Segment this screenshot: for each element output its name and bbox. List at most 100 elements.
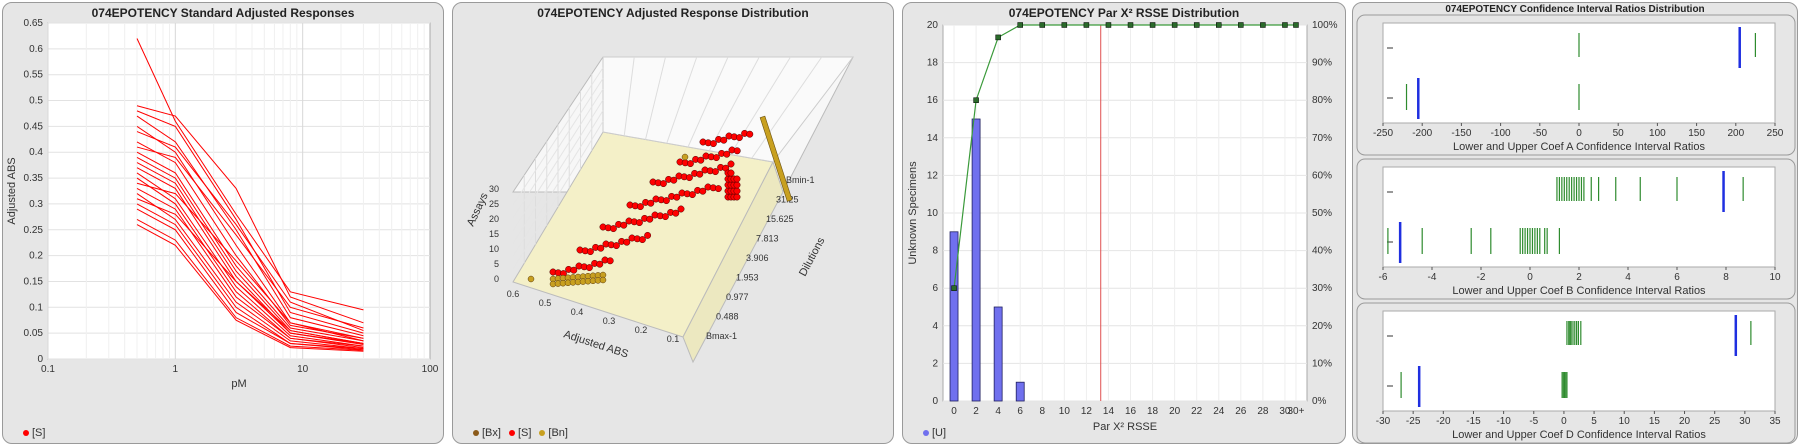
histogram-bar <box>949 231 959 402</box>
cumulative-point <box>1127 22 1134 28</box>
data-point <box>746 130 754 138</box>
data-point <box>527 275 535 283</box>
legend: [S] <box>23 427 45 439</box>
y-tick-label: 16 <box>927 95 939 106</box>
x-tick-label: 24 <box>1213 406 1225 417</box>
cumulative-point <box>1061 22 1068 28</box>
data-point <box>727 169 735 177</box>
grid-line <box>512 121 604 270</box>
x-tick-label: 30 <box>1279 406 1291 417</box>
legend-item-bn: [Bn] <box>539 427 568 439</box>
strip-chart: -30 -25 -20 -15 -10 -5 0 5 10 15 20 25 30 35 Lower and… <box>1356 302 1796 443</box>
y-tick-label: 18 <box>927 58 939 69</box>
data-point <box>662 197 670 205</box>
series-line <box>136 151 364 342</box>
y-tick-label: 0 <box>37 354 43 365</box>
y-tick-label: 0.2 <box>29 251 43 262</box>
x-tick-label: 0.5 <box>539 298 552 308</box>
bn-column <box>759 115 793 202</box>
grid-line <box>708 56 760 151</box>
z-tick-label: 20 <box>489 214 499 224</box>
y-tick-label: 0.5 <box>29 96 43 107</box>
side-wall <box>602 56 855 163</box>
legend-dot <box>23 430 29 436</box>
x-tick-label: 100 <box>1649 128 1666 139</box>
legend-label: [U] <box>932 427 947 439</box>
x-tick-label: -25 <box>1406 416 1421 427</box>
y-tick-label: 0.488 <box>716 312 739 322</box>
legend-dot <box>923 430 929 436</box>
response-distribution-panel: 074EPOTENCY Adjusted Response Distributi… <box>452 2 894 444</box>
panel-title: 074EPOTENCY Confidence Interval Ratios D… <box>1445 4 1705 15</box>
cumulative-point <box>1282 22 1288 28</box>
x-tick-label: 0 <box>1561 416 1567 427</box>
grid-line <box>666 56 698 144</box>
legend-dot <box>473 430 479 436</box>
x-axis-label: Par X² RSSE <box>1093 421 1157 433</box>
x-tick-label: 100 <box>422 364 439 375</box>
data-point <box>673 193 681 201</box>
data-point <box>609 225 617 233</box>
x-tick-label: -6 <box>1379 272 1388 283</box>
legend-label: [Bx] <box>482 427 501 439</box>
y-tick-label: 0.35 <box>24 173 44 184</box>
data-point <box>670 176 678 184</box>
y-tick-label: 0.3 <box>29 199 43 210</box>
data-point <box>623 238 631 246</box>
legend-label: [Bn] <box>548 427 568 439</box>
data-point <box>711 168 719 176</box>
x-tick-label: 0.1 <box>41 364 55 375</box>
z-axis-label: Assays <box>465 191 491 229</box>
x-tick-label: 30+ <box>1287 406 1304 417</box>
z-tick-label: 5 <box>494 259 499 269</box>
z-tick-label: 15 <box>489 229 499 239</box>
data-point <box>686 160 694 168</box>
y2-tick-label: 30% <box>1312 283 1332 294</box>
y2-tick-label: 80% <box>1312 95 1332 106</box>
y-axis-label: Dilutions <box>797 235 828 278</box>
x-tick-label: 26 <box>1235 406 1247 417</box>
legend: [U] <box>923 427 946 439</box>
cumulative-point <box>1039 22 1046 28</box>
x-tick-label: -200 <box>1412 128 1432 139</box>
z-tick-label: 0 <box>494 274 499 284</box>
grid-line <box>645 56 666 140</box>
x-tick-label: 4 <box>1625 272 1631 283</box>
y-tick-label: 0 <box>932 396 938 407</box>
data-point <box>735 134 743 142</box>
y2-tick-label: 40% <box>1312 246 1332 257</box>
cumulative-point <box>1105 22 1112 28</box>
grid-line <box>751 56 823 159</box>
x-tick-label: 200 <box>1727 128 1744 139</box>
y-tick-label: 0.65 <box>24 18 44 29</box>
x-tick-label: 0.6 <box>507 289 520 299</box>
series-line <box>136 115 364 337</box>
x-tick-label: 14 <box>1103 406 1115 417</box>
series-line <box>136 218 364 351</box>
x-tick-label: 150 <box>1688 128 1705 139</box>
histogram-bar <box>971 118 981 402</box>
cumulative-point <box>1149 22 1156 28</box>
cumulative-point <box>1171 22 1178 28</box>
data-point <box>570 266 578 274</box>
data-point <box>712 154 720 162</box>
x-tick-label: 0.1 <box>667 334 680 344</box>
y2-tick-label: 70% <box>1312 133 1332 144</box>
y-tick-label: 0.55 <box>24 70 44 81</box>
data-point <box>644 231 652 239</box>
y-tick-label: 3.906 <box>746 253 769 263</box>
data-point <box>636 203 644 211</box>
y-tick-label: 0.25 <box>24 225 44 236</box>
data-point <box>612 242 620 250</box>
y-tick-label: 0.15 <box>24 276 44 287</box>
histogram-bar <box>1015 381 1025 402</box>
data-point <box>723 150 731 158</box>
data-point <box>638 236 646 244</box>
data-point <box>733 147 741 155</box>
standard-responses-panel: 074EPOTENCY Standard Adjusted Responses … <box>2 2 444 444</box>
grid-line <box>687 56 729 148</box>
y-tick-label: Bmin-1 <box>786 175 815 185</box>
y2-tick-label: 20% <box>1312 321 1332 332</box>
x-tick-label: -10 <box>1496 416 1511 427</box>
x-axis-label: pM <box>231 378 246 390</box>
